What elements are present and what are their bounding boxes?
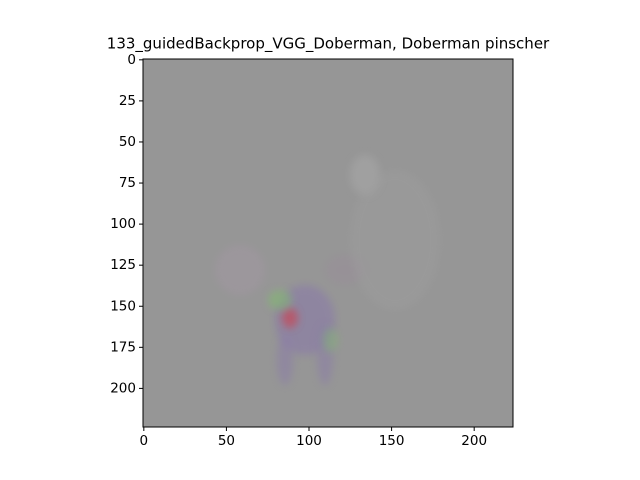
x-tick-label: 150 [379,433,405,449]
y-tick-label: 150 [110,298,136,314]
y-tick-label: 25 [119,93,136,109]
image-feature [268,290,292,310]
image-feature [322,328,338,352]
y-tick-label: 75 [119,175,136,191]
y-tick-label: 50 [119,134,136,150]
y-tick-label: 175 [110,339,136,355]
image-feature [277,335,293,385]
x-tick-label: 200 [461,433,487,449]
y-tick-label: 0 [127,52,136,68]
y-tick-label: 200 [110,380,136,396]
image-feature [215,245,265,295]
x-tick-label: 100 [296,433,322,449]
y-tick-label: 100 [110,216,136,232]
chart-title: 133_guidedBackprop_VGG_Doberman, Doberma… [107,35,550,54]
axes-frame [142,58,514,428]
x-tick-label: 0 [140,433,149,449]
y-tick-label: 125 [110,257,136,273]
image-feature [350,170,440,310]
image [143,59,513,427]
image-feature [282,308,298,328]
x-tick-label: 50 [218,433,235,449]
